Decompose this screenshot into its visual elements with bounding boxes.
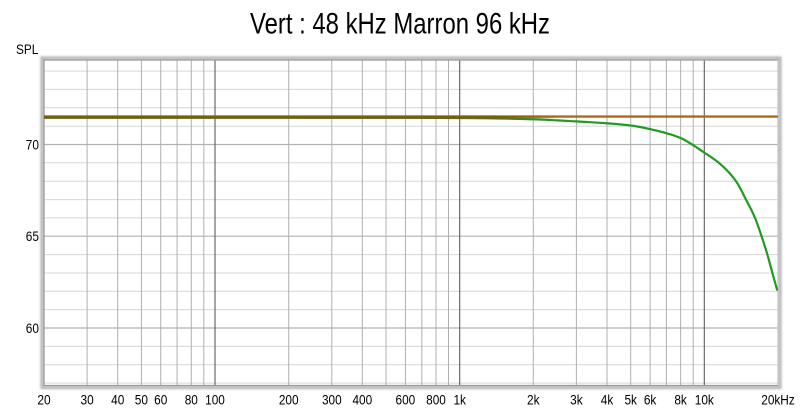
svg-text:8k: 8k	[674, 391, 687, 407]
svg-text:80: 80	[185, 391, 198, 407]
svg-text:70: 70	[26, 136, 39, 152]
svg-text:100: 100	[205, 391, 225, 407]
svg-text:4k: 4k	[601, 391, 614, 407]
svg-text:6k: 6k	[644, 391, 657, 407]
svg-text:800: 800	[426, 391, 446, 407]
svg-text:300: 300	[322, 391, 342, 407]
svg-text:40: 40	[111, 391, 124, 407]
svg-text:20: 20	[37, 391, 50, 407]
svg-text:10k: 10k	[695, 391, 715, 407]
svg-text:200: 200	[279, 391, 299, 407]
svg-text:20kHz: 20kHz	[761, 391, 795, 407]
svg-text:1k: 1k	[453, 391, 466, 407]
svg-text:2k: 2k	[527, 391, 540, 407]
svg-text:600: 600	[396, 391, 416, 407]
svg-text:SPL: SPL	[16, 41, 38, 57]
svg-text:5k: 5k	[624, 391, 637, 407]
svg-text:60: 60	[26, 320, 39, 336]
svg-text:30: 30	[81, 391, 94, 407]
svg-text:50: 50	[135, 391, 148, 407]
svg-text:400: 400	[352, 391, 372, 407]
svg-text:3k: 3k	[570, 391, 583, 407]
svg-text:Vert : 48 kHz Marron 96 kHz: Vert : 48 kHz Marron 96 kHz	[250, 8, 550, 41]
svg-text:65: 65	[26, 228, 39, 244]
svg-text:60: 60	[154, 391, 167, 407]
